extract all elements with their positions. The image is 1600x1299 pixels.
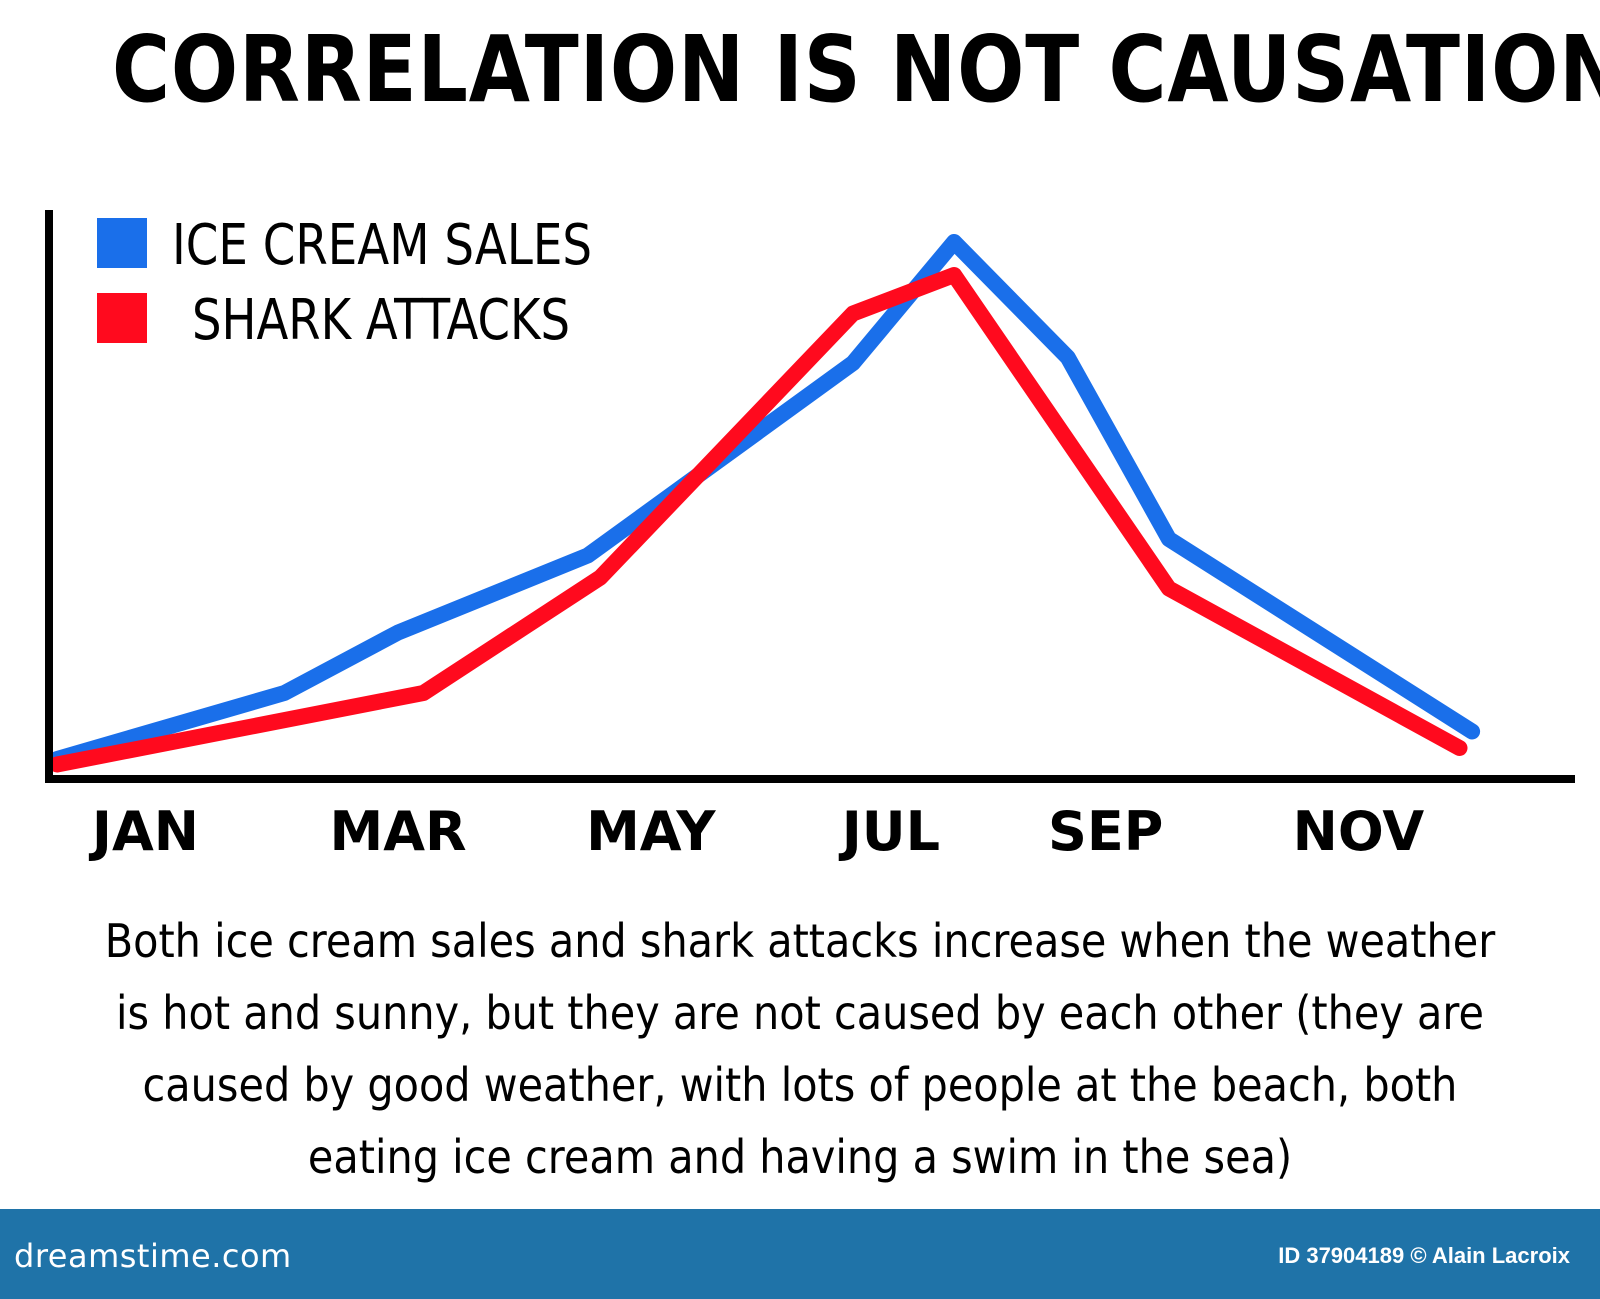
legend-swatch-shark xyxy=(97,293,147,343)
footer-brand[interactable]: dreamstime.com xyxy=(14,1237,292,1275)
legend-label-ice-cream: ICE CREAM SALES xyxy=(172,213,592,278)
x-tick-label-jul: JUL xyxy=(838,800,940,863)
legend-label-shark: SHARK ATTACKS xyxy=(192,288,570,353)
x-tick-label-may: MAY xyxy=(586,800,716,863)
series-layer xyxy=(49,234,1481,773)
x-tick-label-jan: JAN xyxy=(88,800,199,863)
series-line-shark xyxy=(49,267,1468,773)
caption: Both ice cream sales and shark attacks i… xyxy=(20,905,1580,1193)
series-line-ice-cream xyxy=(49,234,1481,767)
caption-text: Both ice cream sales and shark attacks i… xyxy=(104,914,1496,1184)
x-tick-labels: JAN MAR MAY JUL SEP NOV xyxy=(88,800,1424,863)
legend-swatch-ice-cream xyxy=(97,218,147,268)
chart-title: CORRELATION IS NOT CAUSATION! xyxy=(112,16,1600,123)
x-tick-label-sep: SEP xyxy=(1048,800,1163,863)
legend: ICE CREAM SALES SHARK ATTACKS xyxy=(97,213,592,353)
x-tick-label-mar: MAR xyxy=(330,800,467,863)
x-tick-label-nov: NOV xyxy=(1293,800,1425,863)
footer-image-id: ID 37904189 © Alain Lacroix xyxy=(1278,1243,1570,1268)
footer-bar: dreamstime.com ID 37904189 © Alain Lacro… xyxy=(0,1209,1600,1299)
